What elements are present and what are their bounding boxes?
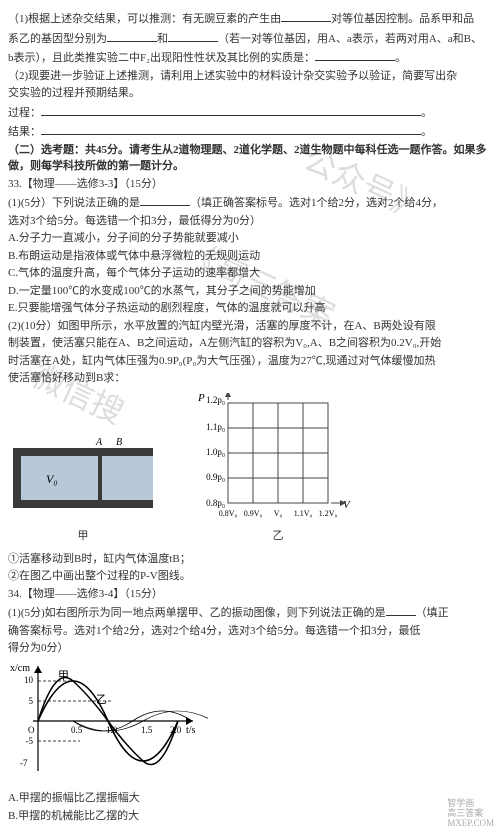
xtick: 0.9V₀	[244, 509, 263, 518]
q1-line3: b表示），且此类推实验二中F₂出现阳性性状及其比例的实质是： 。	[8, 48, 492, 67]
ytick: 1.0p₀	[206, 447, 225, 457]
text: (1)(5分）下列说法正确的是	[8, 197, 140, 209]
wave-xlabel: t/s	[186, 725, 196, 736]
figure-yi: 1.2p₀ 1.1p₀ 1.0p₀ 0.9p₀ 0.8p₀ 0.8V₀ 0.9V…	[188, 393, 368, 523]
text: （填正确答案标号。选对1个给2分，选对2个给4分，	[190, 197, 443, 209]
q33-B: B.布朗运动是指液体或气体中悬浮微粒的无规则运动	[8, 248, 492, 265]
q1-line6: 过程： 。	[8, 103, 492, 122]
q34-header: 34.【物理——选修3-4】（15分）	[8, 586, 492, 603]
xtick: 1.2V₀	[319, 509, 338, 518]
q1-line7: 结果： 。	[8, 122, 492, 141]
q1-line5: 交实验的过程并预期结果。	[8, 85, 492, 102]
text: 。	[395, 52, 406, 64]
ytick-neg: -7	[20, 758, 28, 768]
q33-C: C.气体的温度升高，每个气体分子运动的速率都增大	[8, 265, 492, 282]
q34-p1d: 得分为0分）	[8, 640, 492, 657]
section2-title: （二）选考题：共45分。请考生从2道物理题、2道化学题、2道生物题中每科任选一题…	[8, 142, 492, 175]
q33-p2l2: 制装置，使活塞只能在A、B之间运动，A左侧汽缸的容积为V₀,A、B之间容积为0.…	[8, 335, 492, 352]
ytick: 5	[29, 696, 34, 706]
q33-p2l1: (2)(10分）如图甲所示，水平放置的汽缸内壁光滑，活塞的厚度不计，在A、B两处…	[8, 318, 492, 335]
text: b表示），且此类推实验二中F₂出现阳性性状及其比例的实质是：	[8, 52, 315, 64]
ytick: 10	[24, 675, 34, 685]
text: （2)现要进一步验证上述推测，请利用上述实验中的材料设计杂交实验予以验证，简要写…	[8, 70, 457, 82]
text: (1)(5分)如右图所示为同一地点两单摆甲、乙的振动图像，则下列说法正确的是	[8, 607, 386, 619]
xtick: 0.8V₀	[219, 509, 238, 518]
wave-yi-label: 乙	[96, 693, 107, 706]
ytick: 0.9p₀	[206, 472, 225, 482]
blank	[168, 29, 218, 42]
text: （1)根据上述杂交结果，可以推测：有无豌豆素的产生由	[8, 13, 281, 25]
xtick: 2.0	[170, 725, 182, 735]
text: （填正	[416, 607, 449, 619]
fig-yi-label: 乙	[188, 528, 368, 545]
figure-jia-wrap: A B V₀ 甲	[8, 433, 158, 545]
q34-p1c: 确答案标号。选对1个给2分，选对2个给4分，选对3个给5分。每选错一个扣3分，最…	[8, 623, 492, 640]
label-A: A	[95, 437, 103, 448]
ytick: -5	[26, 736, 34, 746]
q33-sub1: ①活塞移动到B时，缸内气体温度tB；	[8, 551, 492, 568]
q1-line1: （1)根据上述杂交结果，可以推测：有无豌豆素的产生由 对等位基因控制。品系甲和品	[8, 9, 492, 28]
figure-wave: 甲 乙 x/cm t/s 10 5 -5 0.5 1.0 1.5 2.0 O -…	[8, 661, 208, 781]
xtick: V₀	[274, 509, 283, 518]
text: 交实验的过程并预期结果。	[8, 87, 140, 99]
origin: O	[28, 725, 35, 735]
q33-p2l3: 时活塞在A处，缸内气体压强为0.9P₀(P₀为大气压强），温度为27℃,现通过对…	[8, 353, 492, 370]
blank	[386, 603, 416, 616]
q33-header: 33.【物理——选修3-3】（15分）	[8, 176, 492, 193]
q33-D: D.一定量100℃的水变成100℃的水蒸气，其分子之间的势能增加	[8, 283, 492, 300]
xtick: 1.5	[141, 725, 153, 735]
xlabel: V	[343, 499, 351, 511]
q33-p1: (1)(5分）下列说法正确的是 （填正确答案标号。选对1个给2分，选对2个给4分，	[8, 193, 492, 212]
ytick: 1.2p₀	[206, 395, 225, 405]
xtick: 0.5	[71, 725, 83, 735]
fig-jia-label: 甲	[8, 528, 158, 545]
text: （若一对等位基因，用A、a表示，若两对用A、a和B、	[218, 33, 482, 45]
wave-ylabel: x/cm	[10, 663, 30, 674]
blank	[41, 122, 421, 135]
q33-A: A.分子力一直减小，分子间的分子势能就要减小	[8, 230, 492, 247]
q33-sub2: ②在图乙中画出整个过程的P-V图线。	[8, 568, 492, 585]
text: 。	[421, 107, 432, 119]
text: 结果：	[8, 126, 41, 138]
text: 和	[157, 33, 168, 45]
xtick: 1.1V₀	[294, 509, 313, 518]
q34-p1: (1)(5分)如右图所示为同一地点两单摆甲、乙的振动图像，则下列说法正确的是 （填…	[8, 603, 492, 622]
q33-E: E.只要能增强气体分子热运动的剧烈程度，气体的温度就可以升高	[8, 300, 492, 317]
q1-line2: 系乙的基因型分别为 和 （若一对等位基因，用A、a表示，若两对用A、a和B、	[8, 29, 492, 48]
text: 系乙的基因型分别为	[8, 33, 107, 45]
blank	[107, 29, 157, 42]
blank	[140, 193, 190, 206]
ylabel: P	[197, 393, 205, 404]
label-V0: V₀	[46, 472, 58, 486]
blank	[41, 103, 421, 116]
figure-row-33: A B V₀ 甲 1.2p₀ 1.1p₀ 1.0p₀	[8, 393, 492, 545]
ytick: 0.8p₀	[206, 498, 225, 508]
figure-wave-wrap: 甲 乙 x/cm t/s 10 5 -5 0.5 1.0 1.5 2.0 O -…	[8, 661, 492, 787]
text: 。	[421, 126, 432, 138]
text: 过程：	[8, 107, 41, 119]
blank	[315, 48, 395, 61]
ytick: 1.1p₀	[206, 422, 225, 432]
figure-jia: A B V₀	[8, 433, 158, 523]
blank	[281, 9, 331, 22]
q33-p1c: 选对3个给5分。每选错一个扣3分，最低得分为0分）	[8, 213, 492, 230]
wave-jia-label: 甲	[58, 670, 69, 682]
q34-A: A.甲摆的振幅比乙摆振幅大	[8, 790, 492, 807]
label-B: B	[116, 437, 122, 448]
figure-yi-wrap: 1.2p₀ 1.1p₀ 1.0p₀ 0.9p₀ 0.8p₀ 0.8V₀ 0.9V…	[188, 393, 368, 545]
q34-B: B.甲摆的机械能比乙摆的大	[8, 808, 492, 825]
q33-p2l4: 使活塞恰好移动到B求：	[8, 370, 492, 387]
q1-line4: （2)现要进一步验证上述推测，请利用上述实验中的材料设计杂交实验予以验证，简要写…	[8, 68, 492, 85]
text: 对等位基因控制。品系甲和品	[331, 13, 474, 25]
